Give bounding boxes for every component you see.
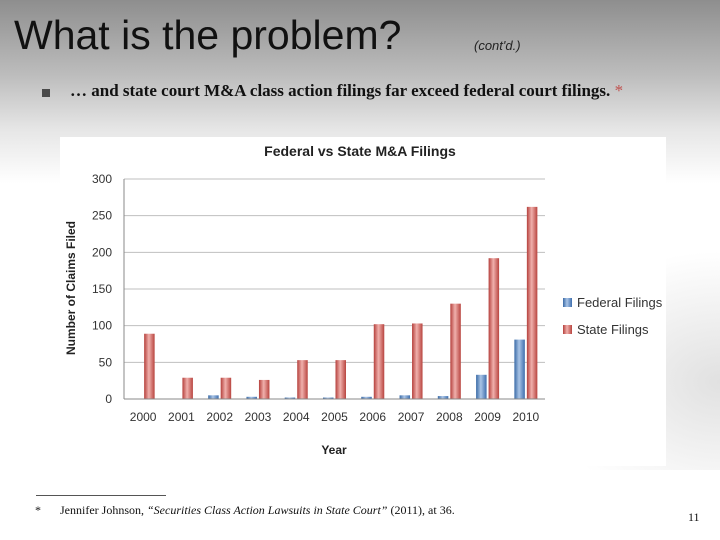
x-axis-title: Year <box>321 443 347 457</box>
state-bar-2007 <box>412 323 423 399</box>
x-tick-label: 2003 <box>245 410 272 424</box>
y-tick-label: 300 <box>92 172 112 186</box>
chart-container: Federal vs State M&A Filings 0 50 100 150 20… <box>60 137 666 466</box>
state-bar-2003 <box>258 379 270 399</box>
x-tick-label: 2000 <box>130 410 157 424</box>
state-bar-2004 <box>297 360 308 399</box>
state-legend-swatch <box>563 325 572 334</box>
x-tick-label: 2009 <box>474 410 501 424</box>
x-tick-label: 2002 <box>206 410 233 424</box>
federal-bar-2010 <box>514 339 525 399</box>
x-tick-label: 2001 <box>168 410 195 424</box>
federal-bar-2005 <box>323 397 334 399</box>
chart-title: Federal vs State M&A Filings <box>264 143 456 159</box>
x-tick-label: 2006 <box>359 410 386 424</box>
bullet-text: … and state court M&A class action filin… <box>70 81 611 100</box>
state-bar-2006 <box>373 324 385 399</box>
footnote-tail: (2011), at 36. <box>390 503 455 517</box>
federal-bar-2002 <box>208 395 219 399</box>
federal-bar-2008 <box>437 396 449 399</box>
state-bar-2005 <box>335 360 346 399</box>
x-tick-label: 2008 <box>436 410 463 424</box>
state-bar-2002 <box>220 377 232 399</box>
state-bar-2009 <box>488 258 500 399</box>
slide-title: What is the problem? <box>14 12 402 58</box>
slide-subtitle: (cont'd.) <box>474 38 521 53</box>
state-bar-2000 <box>144 333 155 399</box>
footnote: Jennifer Johnson, “Securities Class Acti… <box>60 503 455 518</box>
bar-chart: Federal vs State M&A Filings 0 50 100 150 20… <box>64 143 663 457</box>
federal-bar-2003 <box>246 396 257 399</box>
footnote-title: “Securities Class Action Lawsuits in Sta… <box>147 503 388 517</box>
federal-bar-2004 <box>284 397 296 399</box>
federal-bar-2007 <box>399 395 411 399</box>
bullet-asterisk: * <box>614 81 624 100</box>
federal-legend-label: Federal Filings <box>577 295 663 310</box>
footnote-marker: * <box>35 503 41 517</box>
y-tick-label: 0 <box>105 392 112 406</box>
x-tick-label: 2007 <box>398 410 425 424</box>
state-legend-label: State Filings <box>577 322 649 337</box>
x-tick-label: 2010 <box>513 410 540 424</box>
y-tick-label: 200 <box>92 245 112 259</box>
x-tick-label: 2005 <box>321 410 348 424</box>
y-tick-label: 250 <box>92 209 112 223</box>
y-tick-label: 150 <box>92 282 112 296</box>
x-tick-label: 2004 <box>283 410 310 424</box>
y-tick-label: 50 <box>99 355 113 369</box>
y-axis-title: Number of Claims Filed <box>64 221 78 355</box>
bullet-square-icon <box>42 89 50 97</box>
state-bar-2001 <box>182 377 193 399</box>
footnote-divider <box>36 495 166 496</box>
footnote-author: Jennifer Johnson, <box>60 503 144 517</box>
state-bar-2010 <box>526 206 538 399</box>
federal-legend-swatch <box>563 298 572 307</box>
federal-bar-2009 <box>476 374 487 399</box>
federal-bar-2006 <box>361 396 372 399</box>
bullet-point: … and state court M&A class action filin… <box>70 81 623 101</box>
page-number: 11 <box>688 510 700 524</box>
y-tick-label: 100 <box>92 319 112 333</box>
state-bar-2008 <box>450 303 461 399</box>
